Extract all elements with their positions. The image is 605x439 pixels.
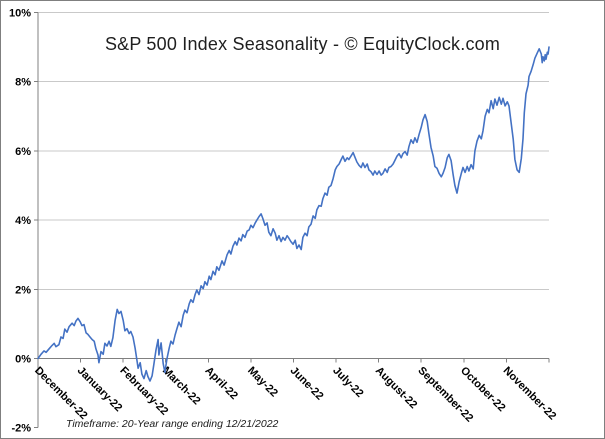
- x-tick-label: June-22: [288, 365, 326, 403]
- timeframe-note: Timeframe: 20-Year range ending 12/21/20…: [66, 418, 279, 430]
- y-tick-label: 10%: [9, 8, 31, 20]
- x-tick-label: August-22: [373, 365, 420, 412]
- x-tick-label: May-22: [245, 365, 280, 400]
- y-tick-label: 4%: [15, 215, 31, 227]
- y-tick-label: -2%: [11, 423, 31, 435]
- y-tick-label: 2%: [15, 284, 31, 296]
- y-tick-label: 6%: [15, 146, 31, 158]
- y-tick-label: 0%: [15, 354, 31, 366]
- seasonality-series-line: [37, 46, 550, 382]
- x-tick-label: March-22: [160, 365, 203, 408]
- x-tick-label: April-22: [203, 365, 240, 402]
- y-tick-label: 8%: [15, 77, 31, 89]
- x-tick-label: July-22: [330, 365, 365, 400]
- x-tick-label: November-22: [501, 365, 559, 423]
- chart-title: S&P 500 Index Seasonality - © EquityCloc…: [98, 34, 507, 55]
